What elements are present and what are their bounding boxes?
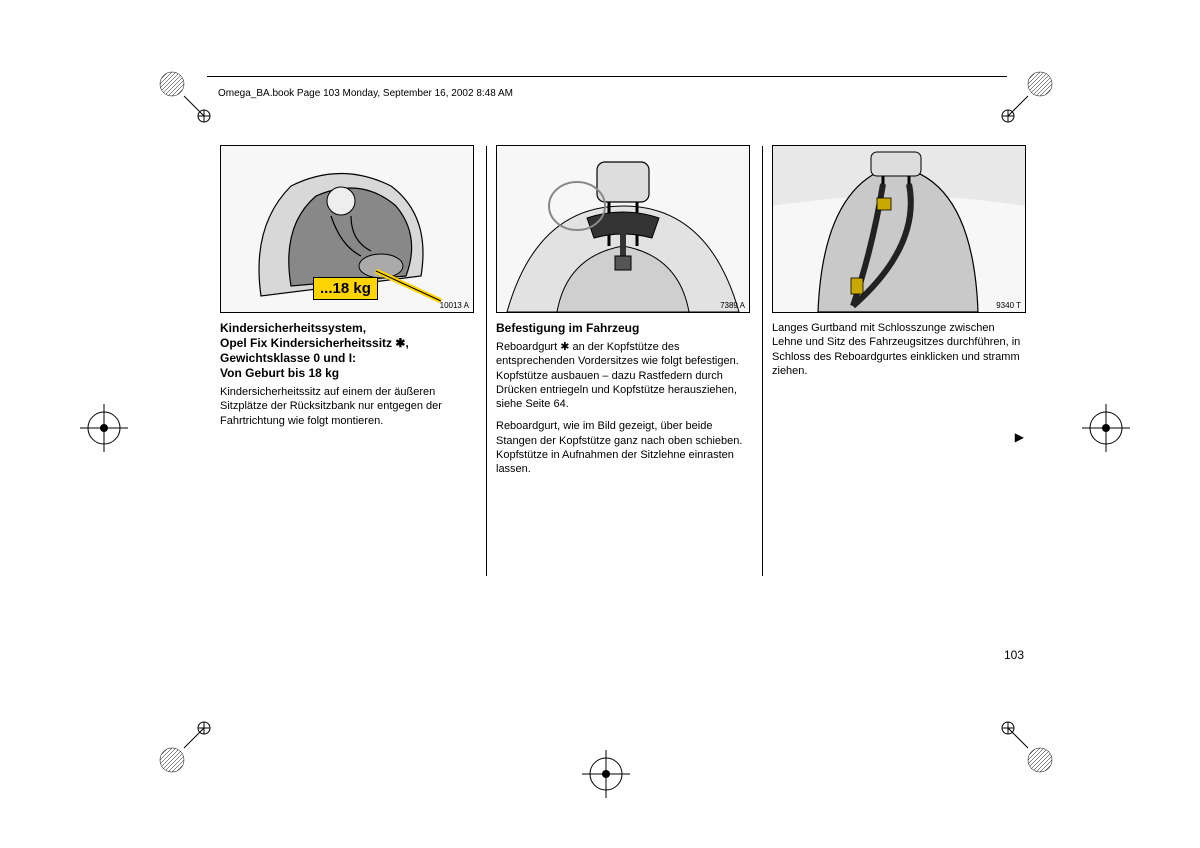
page-number: 103 [1004, 648, 1024, 662]
column-1-text: Kindersicherheitssitz auf einem der äuße… [220, 385, 474, 428]
column-3: 9340 T Langes Gurtband mit Schlosszunge … [772, 145, 1026, 485]
content-area: ...18 kg 10013 A Kindersicherheitssystem… [220, 145, 1025, 485]
heading-line-3: Gewichtsklasse 0 und I: [220, 351, 356, 365]
heading-line-2: Opel Fix Kindersicherheitssitz ✱, [220, 336, 409, 350]
illustration-code-1: 10013 A [440, 301, 469, 310]
illustration-seat-back-belt: 9340 T [772, 145, 1026, 313]
page-header-meta: Omega_BA.book Page 103 Monday, September… [218, 88, 513, 99]
column-1: ...18 kg 10013 A Kindersicherheitssystem… [220, 145, 474, 485]
crop-mark-bottom-center [582, 750, 630, 798]
illustration-child-seat: ...18 kg 10013 A [220, 145, 474, 313]
column-2: 7389 A Befestigung im Fahrzeug Reboardgu… [496, 145, 750, 485]
column-3-text: Langes Gurtband mit Schlosszunge zwische… [772, 321, 1026, 378]
illustration-code-2: 7389 A [720, 301, 745, 310]
page: Omega_BA.book Page 103 Monday, September… [0, 0, 1200, 848]
column-2-text-2: Reboardgurt, wie im Bild gezeigt, über b… [496, 419, 750, 476]
column-2-heading: Befestigung im Fahrzeug [496, 321, 750, 336]
illustration-headrest-belt: 7389 A [496, 145, 750, 313]
crop-line-top [207, 76, 1007, 77]
seatback-drawing [773, 146, 1025, 312]
weight-badge: ...18 kg [313, 277, 378, 300]
headrest-drawing [497, 146, 749, 312]
column-2-text-1: Reboardgurt ✱ an der Kopfstütze des ents… [496, 340, 750, 411]
crop-mark-bottom-right [1000, 720, 1060, 780]
crop-mark-top-left [152, 64, 212, 124]
crop-mark-mid-left [80, 404, 128, 452]
heading-line-1: Kindersicherheitssystem, [220, 321, 366, 335]
crop-mark-mid-right [1082, 404, 1130, 452]
column-1-heading: Kindersicherheitssystem, Opel Fix Kinder… [220, 321, 474, 381]
crop-mark-top-right [1000, 64, 1060, 124]
illustration-code-3: 9340 T [996, 301, 1021, 310]
heading-line-4: Von Geburt bis 18 kg [220, 366, 339, 380]
crop-mark-bottom-left [152, 720, 212, 780]
continuation-arrow-icon: ▶ [1015, 430, 1024, 444]
